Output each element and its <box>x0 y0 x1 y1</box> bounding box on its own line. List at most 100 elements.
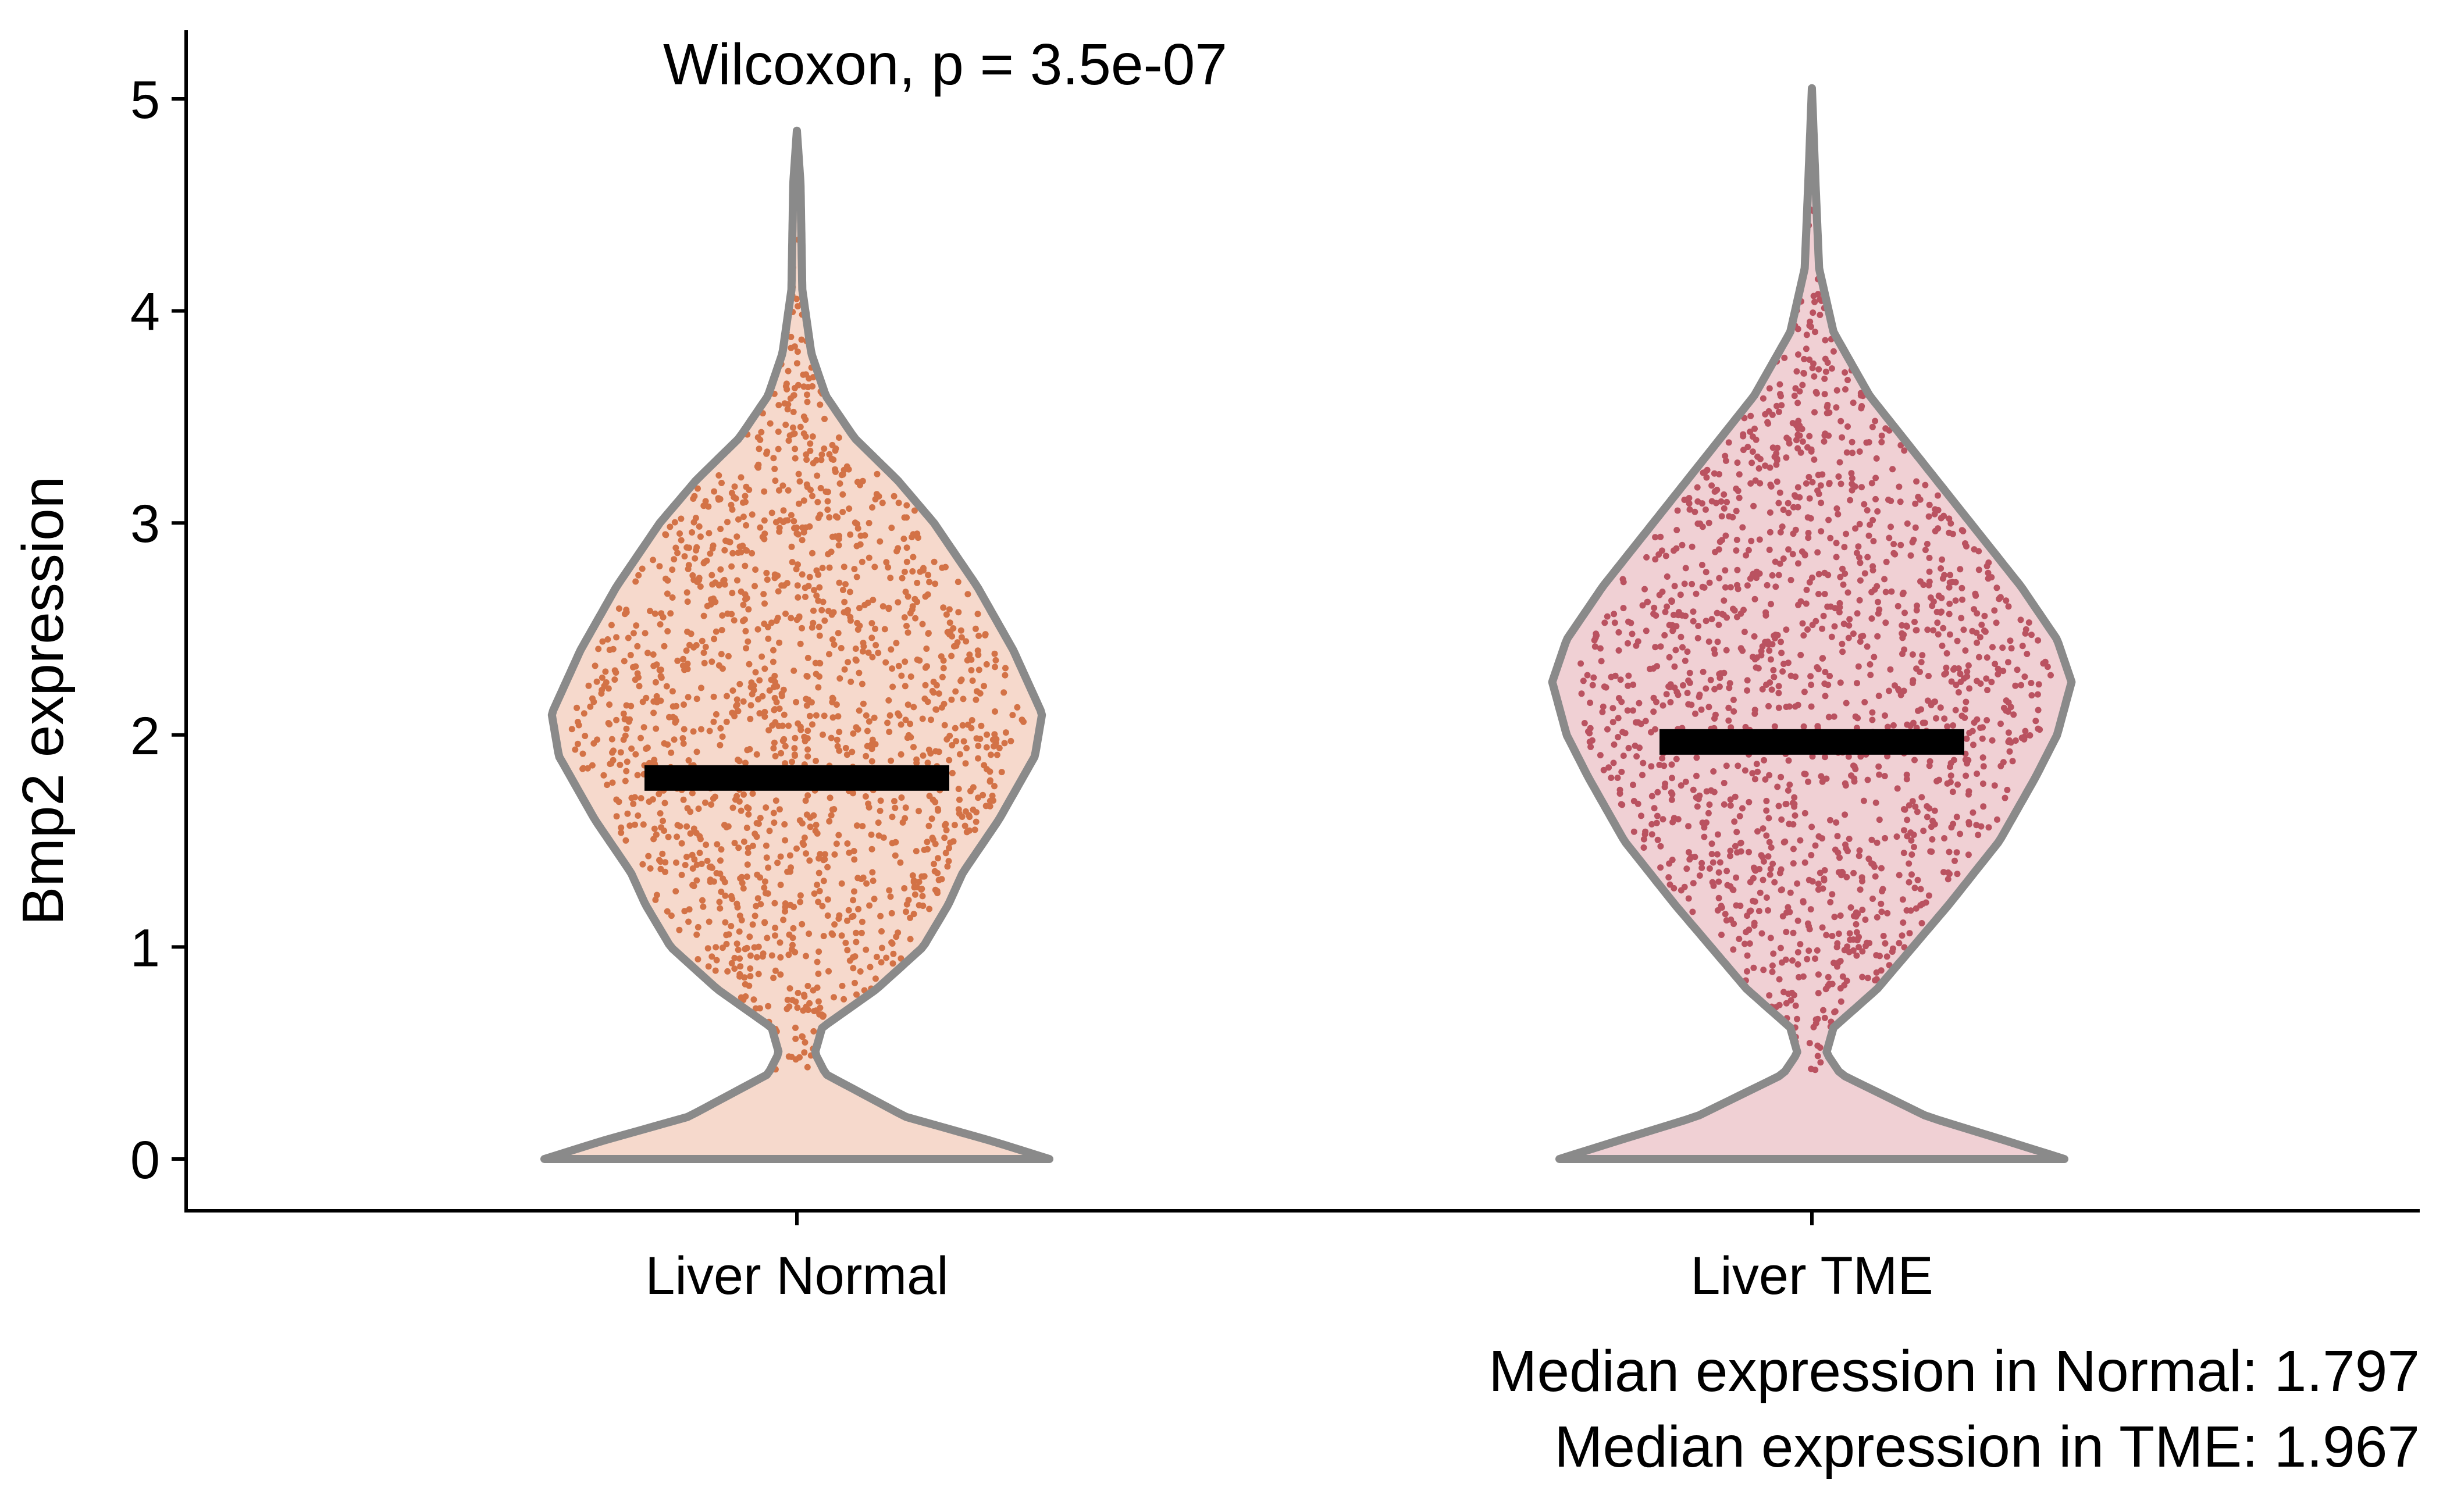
data-point <box>1814 549 1821 556</box>
data-point <box>1801 810 1808 816</box>
data-point <box>754 871 761 878</box>
data-point <box>1842 570 1849 577</box>
data-point <box>802 593 809 600</box>
data-point <box>1002 665 1009 672</box>
data-point <box>1858 484 1865 491</box>
data-point <box>1707 676 1714 683</box>
data-point <box>1630 682 1637 688</box>
data-point <box>1769 411 1776 418</box>
data-point <box>771 571 778 578</box>
data-point <box>1723 498 1730 505</box>
data-point <box>743 645 750 652</box>
data-point <box>1805 876 1812 883</box>
data-point <box>1710 768 1717 775</box>
data-point <box>815 948 822 955</box>
data-point <box>1778 773 1785 780</box>
data-point <box>1725 704 1732 711</box>
data-point <box>911 891 918 898</box>
x-tick-label: Liver TME <box>1690 1246 1933 1306</box>
data-point <box>1889 466 1896 473</box>
data-point <box>1749 770 1756 777</box>
data-point <box>1009 712 1016 719</box>
data-point <box>786 985 793 992</box>
data-point <box>975 743 982 750</box>
data-point <box>814 958 821 965</box>
data-point <box>821 851 828 858</box>
data-point <box>1767 509 1774 516</box>
data-point <box>790 925 797 932</box>
data-point <box>1657 864 1664 871</box>
data-point <box>1685 849 1692 855</box>
data-point <box>764 935 771 942</box>
data-point <box>902 589 909 595</box>
data-point <box>1766 385 1773 392</box>
data-point <box>1000 689 1007 696</box>
data-point <box>1638 812 1644 819</box>
data-point <box>1876 816 1883 823</box>
data-point <box>966 812 973 819</box>
data-point <box>671 736 678 743</box>
data-point <box>809 624 815 631</box>
data-point <box>707 863 714 870</box>
data-point <box>810 812 817 819</box>
data-point <box>1696 792 1703 799</box>
data-point <box>770 647 777 654</box>
data-point <box>923 646 930 652</box>
data-point <box>878 959 885 966</box>
data-point <box>902 815 909 822</box>
data-point <box>1652 726 1658 733</box>
data-point <box>1669 857 1676 864</box>
data-point <box>902 716 909 723</box>
data-point <box>802 737 809 744</box>
data-point <box>1997 721 2004 728</box>
data-point <box>1828 365 1835 372</box>
data-point <box>673 859 679 866</box>
data-point <box>1872 475 1879 482</box>
violins-layer <box>540 84 2076 1163</box>
data-point <box>1941 835 1948 841</box>
data-point <box>737 963 744 970</box>
data-point <box>1014 704 1021 711</box>
data-point <box>818 457 825 463</box>
data-point <box>2044 664 2051 671</box>
data-point <box>1869 516 1876 523</box>
data-point <box>657 865 664 872</box>
data-point <box>680 740 687 747</box>
data-point <box>1801 356 1808 362</box>
data-point <box>632 794 638 801</box>
data-point <box>1814 1042 1821 1049</box>
data-point <box>934 890 941 897</box>
data-point <box>592 662 599 669</box>
data-point <box>723 718 730 725</box>
data-point <box>861 601 868 608</box>
data-point <box>821 445 828 452</box>
data-point <box>1636 700 1643 707</box>
data-point <box>829 806 836 813</box>
data-point <box>982 632 989 639</box>
data-point <box>938 653 945 660</box>
data-point <box>1625 682 1632 689</box>
data-point <box>888 646 895 653</box>
data-point <box>640 724 647 731</box>
data-point <box>706 728 713 734</box>
data-point <box>824 498 831 505</box>
data-point <box>615 605 622 612</box>
data-point <box>1803 345 1810 352</box>
data-point <box>1912 803 1919 810</box>
data-point <box>1768 844 1775 851</box>
data-point <box>1001 740 1008 747</box>
data-point <box>1925 892 1932 899</box>
data-point <box>1659 755 1666 762</box>
data-point <box>1871 654 1878 661</box>
data-point <box>935 690 942 697</box>
data-point <box>1843 530 1850 537</box>
data-point <box>1730 886 1737 893</box>
data-point <box>1940 625 1947 632</box>
data-point <box>925 822 932 829</box>
data-point <box>926 905 933 912</box>
data-point <box>1718 932 1725 938</box>
data-point <box>1860 633 1867 640</box>
data-point <box>1597 752 1604 759</box>
data-point <box>1924 626 1931 633</box>
data-point <box>1825 714 1832 721</box>
